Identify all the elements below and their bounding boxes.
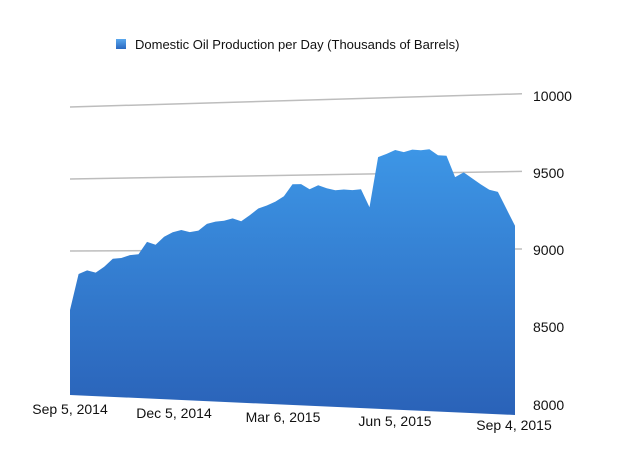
x-tick-label: Sep 4, 2015 — [476, 417, 552, 433]
x-tick-label: Mar 6, 2015 — [246, 409, 321, 425]
legend: Domestic Oil Production per Day (Thousan… — [116, 37, 459, 52]
x-tick-label: Dec 5, 2014 — [136, 405, 212, 421]
y-tick-label: 10000 — [533, 88, 572, 104]
y-tick-label: 8500 — [533, 319, 564, 335]
legend-swatch — [116, 39, 126, 49]
x-tick-label: Sep 5, 2014 — [32, 401, 108, 417]
x-tick-label: Jun 5, 2015 — [358, 413, 431, 429]
area-series — [70, 149, 515, 415]
gridline-10000 — [70, 94, 522, 107]
y-tick-label: 8000 — [533, 397, 564, 413]
y-tick-label: 9500 — [533, 165, 564, 181]
y-tick-label: 9000 — [533, 242, 564, 258]
legend-label: Domestic Oil Production per Day (Thousan… — [135, 37, 459, 52]
